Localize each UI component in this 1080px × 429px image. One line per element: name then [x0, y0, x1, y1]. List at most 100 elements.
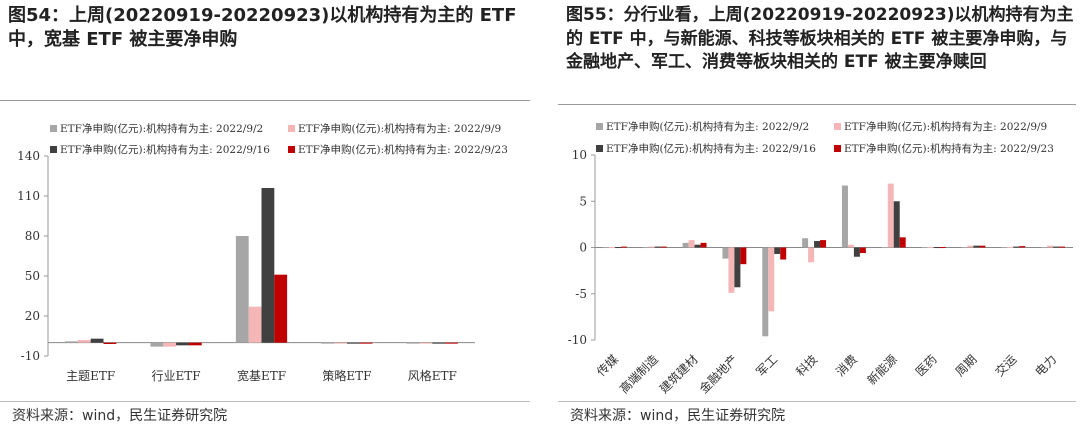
bar	[734, 247, 741, 288]
x-category-label: 金融地产	[696, 352, 741, 397]
legend-label: ETF净申购(亿元):机构持有为主: 2022/9/9	[298, 122, 501, 135]
source-note: 资料来源：wind，民生证券研究院	[570, 408, 786, 424]
legend-swatch	[596, 123, 603, 130]
y-tick-label: 50	[25, 269, 40, 283]
bar	[967, 245, 974, 248]
bar	[808, 247, 815, 263]
bar	[893, 201, 900, 248]
bar	[1019, 246, 1026, 248]
bar	[274, 274, 288, 343]
title-divider	[558, 104, 1076, 105]
bar	[1007, 247, 1014, 249]
bar	[740, 247, 747, 265]
right-figure-panel: 图55：分行业看，上周(20220919-20220923)以机构持有为主的 E…	[558, 0, 1080, 429]
bar	[1001, 247, 1008, 249]
x-category-label: 周期	[953, 352, 980, 379]
bar	[445, 342, 458, 344]
bar	[642, 247, 649, 249]
bar	[176, 342, 189, 346]
y-tick-label: 110	[17, 189, 40, 203]
legend-swatch	[288, 146, 295, 153]
bar	[728, 247, 735, 293]
bar	[961, 247, 968, 249]
bar	[887, 183, 894, 248]
bar	[261, 188, 275, 343]
y-tick-label: 80	[25, 229, 40, 243]
bar	[774, 247, 781, 254]
bar	[419, 342, 433, 344]
bar	[973, 245, 980, 248]
bar	[188, 342, 202, 346]
legend-label: ETF净申购(亿元):机构持有为主: 2022/9/2	[60, 122, 263, 135]
x-category-label: 风格ETF	[408, 368, 457, 383]
bar	[1053, 246, 1060, 248]
bar	[334, 342, 347, 344]
bar	[979, 245, 986, 248]
legend-swatch	[50, 125, 57, 132]
industry-bar-chart: ETF净申购(亿元):机构持有为主: 2022/9/2 ETF净申购(亿元):机构…	[568, 120, 1073, 397]
x-category-label: 科技	[793, 352, 820, 379]
left-figure-panel: 图54：上周(20220919-20220923)以机构持有为主的 ETF 中，…	[0, 0, 530, 429]
bar	[608, 247, 615, 249]
legend-label: ETF净申购(亿元):机构持有为主: 2022/9/23	[844, 142, 1054, 155]
bar	[660, 246, 667, 248]
y-tick-label: -5	[575, 287, 587, 301]
bar	[1013, 246, 1020, 248]
bar	[939, 247, 946, 249]
bar	[694, 244, 701, 248]
legend-label: ETF净申购(亿元):机构持有为主: 2022/9/16	[606, 142, 816, 155]
legend-label: ETF净申购(亿元):机构持有为主: 2022/9/2	[606, 120, 809, 133]
title-divider	[0, 100, 530, 101]
y-tick-label: 0	[579, 241, 587, 255]
y-tick-label: -10	[568, 333, 587, 347]
bar	[90, 338, 104, 343]
bar	[103, 342, 117, 344]
bar	[65, 341, 78, 343]
y-tick-label: -10	[21, 349, 40, 363]
bar	[346, 342, 360, 344]
legend-label: ETF净申购(亿元):机构持有为主: 2022/9/23	[298, 143, 508, 156]
bar	[654, 246, 661, 248]
bar	[1041, 247, 1048, 249]
bar	[682, 242, 689, 248]
bar	[780, 247, 787, 260]
x-category-label: 交运	[992, 352, 1020, 380]
bar	[814, 241, 821, 248]
bar	[248, 306, 262, 343]
legend-swatch	[834, 145, 841, 152]
x-category-label: 行业ETF	[152, 369, 201, 383]
x-category-label: 传媒	[593, 352, 621, 380]
bar	[321, 342, 335, 344]
x-category-label: 医药	[913, 352, 940, 379]
x-category-label: 军工	[753, 352, 780, 379]
bar	[881, 247, 888, 249]
bar	[235, 236, 249, 343]
bar	[853, 247, 860, 257]
x-category-label: 消费	[833, 352, 860, 379]
y-tick-label: 5	[579, 194, 587, 208]
bar	[899, 237, 906, 248]
y-tick-label: 20	[25, 309, 40, 323]
legend-swatch	[596, 145, 603, 152]
legend-label: ETF净申购(亿元):机构持有为主: 2022/9/16	[60, 143, 270, 156]
x-category-label: 高端制造	[616, 352, 661, 397]
source-divider	[0, 401, 530, 402]
legend-swatch	[834, 123, 841, 130]
y-tick-label: 10	[572, 148, 587, 162]
legend-swatch	[288, 125, 295, 132]
bar	[150, 342, 164, 347]
bar	[762, 247, 769, 337]
bar	[1059, 246, 1066, 248]
bar	[921, 247, 928, 249]
bar	[927, 247, 934, 249]
bar	[1047, 245, 1054, 248]
y-tick-label: 140	[17, 149, 40, 163]
x-category-label: 电力	[1032, 352, 1059, 379]
bar	[359, 342, 373, 344]
bar	[768, 247, 775, 312]
legend-label: ETF净申购(亿元):机构持有为主: 2022/9/9	[844, 120, 1047, 133]
bar	[648, 246, 655, 248]
bar	[688, 240, 695, 248]
bar	[933, 247, 940, 249]
bar	[163, 342, 177, 347]
